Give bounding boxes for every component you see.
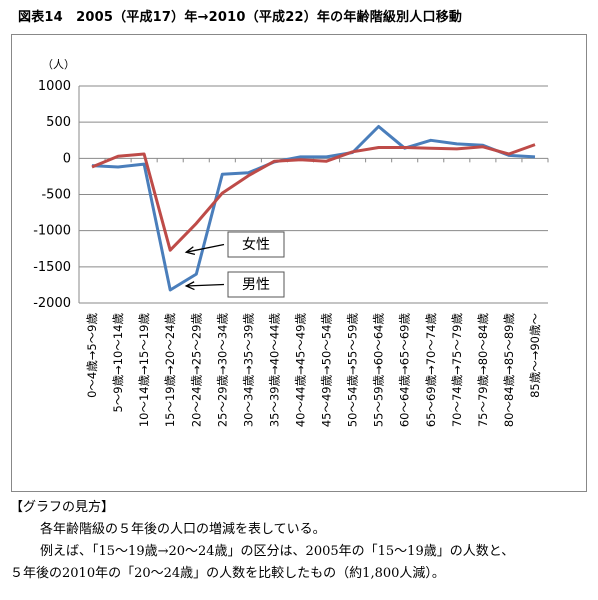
x-tick-label: 70～74歳→75～79歳 — [450, 313, 464, 428]
y-axis-labels: 1000 500 0 -500 -1000 -1500 -2000 — [33, 79, 71, 311]
notes-line-3: ５年後の2010年の「20～24歳」の人数を比較したもの（約1,800人減）。 — [10, 566, 445, 581]
y-tick-label: 500 — [46, 115, 71, 130]
x-tick-label: 30～34歳→35～39歳 — [241, 313, 255, 428]
x-axis-labels: 0～4歳→5～9歳 5～9歳→10～14歳 10～14歳→15～19歳 15～19歳→… — [85, 313, 542, 428]
y-tick-label: -500 — [41, 188, 71, 203]
annotation-arrow — [186, 283, 225, 287]
annotation-arrow — [186, 243, 225, 253]
notes-heading: 【グラフの見方】 — [10, 500, 115, 515]
data-series — [91, 125, 536, 292]
x-tick-label: 0～4歳→5～9歳 — [85, 313, 99, 398]
annotation-label: 女性 — [242, 236, 270, 253]
x-tick-label: 45～49歳→50～54歳 — [320, 313, 334, 428]
x-tick-label: 80～84歳→85～89歳 — [502, 313, 516, 428]
y-tick-label: 1000 — [38, 79, 71, 94]
x-tick-label: 20～24歳→25～29歳 — [189, 313, 203, 428]
x-tick-label: 85歳～→90歳～ — [528, 313, 542, 398]
annotation-label: 男性 — [242, 277, 270, 293]
annotation-male: 男性 — [184, 271, 285, 298]
x-tick-label: 40～44歳→45～49歳 — [293, 313, 307, 428]
annotation-box — [227, 231, 285, 258]
chart-frame — [11, 34, 587, 492]
y-tick-label: -2000 — [33, 296, 71, 311]
x-tick-label: 55～59歳→60～64歳 — [372, 313, 386, 428]
annotation-arrowhead — [184, 246, 196, 256]
y-tick-label: 0 — [63, 151, 71, 166]
chart-title: 図表14 2005（平成17）年→2010（平成22）年の年齢階級別人口移動 — [18, 10, 463, 25]
x-tick-label: 5～9歳→10～14歳 — [111, 313, 125, 413]
x-tick-label: 10～14歳→15～19歳 — [137, 313, 151, 428]
notes-section: 【グラフの見方】 各年齢階級の５年後の人口の増減を表している。 例えば、「15～… — [6, 497, 594, 585]
line-chart: 1000 500 0 -500 -1000 -1500 -2000 （人） 0～4歳→5～9… — [33, 58, 549, 428]
y-axis-unit-label: （人） — [42, 58, 75, 71]
x-tick-label: 35～39歳→40～44歳 — [267, 313, 281, 428]
x-tick-label: 65～69歳→70～74歳 — [424, 313, 438, 428]
x-tick-label: 25～29歳→30～34歳 — [215, 313, 229, 428]
series-line-male — [91, 125, 536, 292]
notes-line-1: 各年齢階級の５年後の人口の増減を表している。 — [40, 522, 326, 537]
notes-line-2: 例えば、「15～19歳→20～24歳」の区分は、2005年の「15～19歳」の人… — [40, 544, 515, 559]
y-tick-label: -1500 — [33, 260, 71, 275]
x-tick-label: 60～64歳→65～69歳 — [398, 313, 412, 428]
series-line-female — [91, 143, 536, 252]
annotation-female: 女性 — [184, 231, 285, 258]
y-tick-label: -1000 — [33, 224, 71, 239]
annotation-arrowhead — [184, 281, 195, 291]
x-tick-label: 75～79歳→80～84歳 — [476, 313, 490, 428]
annotation-box — [227, 271, 285, 298]
x-tick-label: 50～54歳→55～59歳 — [346, 313, 360, 428]
x-tick-label: 15～19歳→20～24歳 — [163, 313, 177, 428]
